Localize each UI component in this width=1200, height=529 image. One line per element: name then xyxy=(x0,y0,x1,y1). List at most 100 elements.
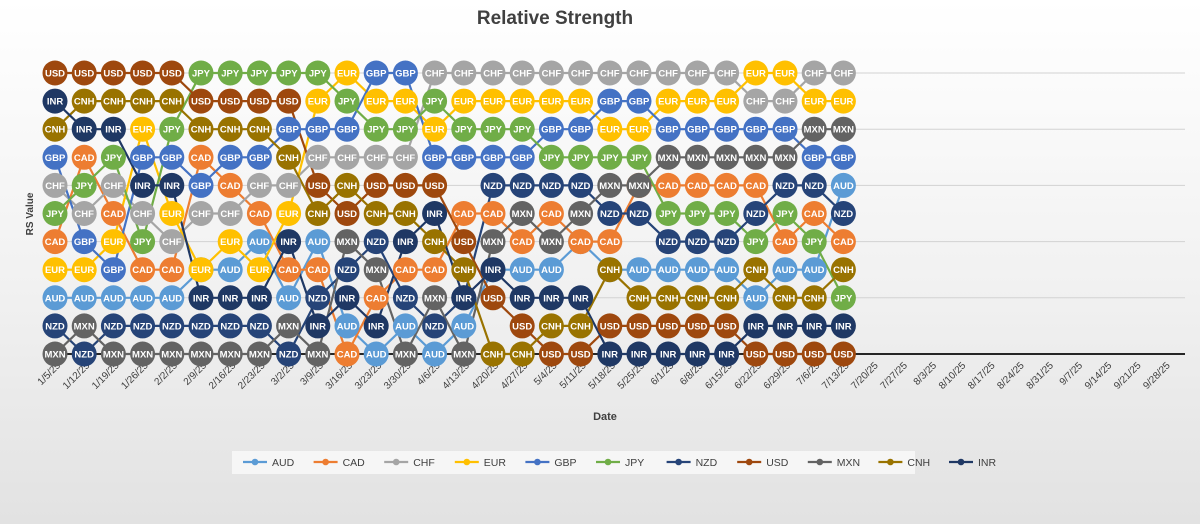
data-point-usd: USD xyxy=(684,313,710,339)
data-label: USD xyxy=(279,97,299,108)
data-point-mxn: MXN xyxy=(334,229,360,255)
data-label: MXN xyxy=(512,209,533,220)
data-point-nzd: NZD xyxy=(100,313,126,339)
data-label: GBP xyxy=(570,125,591,136)
data-label: EUR xyxy=(717,97,737,108)
data-point-gbp: GBP xyxy=(363,60,389,86)
data-label: JPY xyxy=(192,69,211,80)
data-point-chf: CHF xyxy=(305,144,331,170)
data-label: CNH xyxy=(220,125,241,136)
data-label: NZD xyxy=(337,265,357,276)
data-point-eur: EUR xyxy=(246,257,272,283)
data-point-jpy: JPY xyxy=(714,201,740,226)
data-label: NZD xyxy=(104,321,124,332)
data-point-mxn: MXN xyxy=(422,285,448,311)
data-label: NZD xyxy=(834,209,854,220)
x-tick-label: 7/27/25 xyxy=(879,360,911,392)
data-point-jpy: JPY xyxy=(422,88,448,114)
data-point-cad: CAD xyxy=(276,257,302,283)
data-label: MXN xyxy=(395,350,416,361)
data-label: GBP xyxy=(74,237,95,248)
data-point-cnh: CNH xyxy=(246,116,272,142)
data-point-jpy: JPY xyxy=(42,201,68,226)
data-point-chf: CHF xyxy=(246,172,272,198)
data-point-gbp: GBP xyxy=(509,144,535,170)
data-label: NZD xyxy=(746,209,766,220)
data-point-aud: AUD xyxy=(743,285,769,311)
data-label: EUR xyxy=(366,97,386,108)
data-label: CHF xyxy=(688,69,708,80)
data-point-chf: CHF xyxy=(655,60,681,86)
data-label: AUD xyxy=(103,293,124,304)
data-label: MXN xyxy=(336,237,357,248)
data-label: INR xyxy=(689,350,706,361)
data-point-mxn: MXN xyxy=(451,341,477,367)
data-point-chf: CHF xyxy=(363,144,389,170)
data-label: CNH xyxy=(658,293,679,304)
data-label: JPY xyxy=(163,125,182,136)
data-label: CNH xyxy=(103,97,124,108)
data-label: INR xyxy=(426,209,443,220)
data-point-aud: AUD xyxy=(684,257,710,283)
data-point-gbp: GBP xyxy=(655,116,681,142)
data-label: CAD xyxy=(395,265,416,276)
data-label: INR xyxy=(368,321,385,332)
data-label: INR xyxy=(485,265,502,276)
data-label: CHF xyxy=(483,69,503,80)
data-label: CAD xyxy=(249,209,270,220)
data-label: MXN xyxy=(74,321,95,332)
series-line-nzd xyxy=(54,184,845,356)
data-label: GBP xyxy=(249,153,270,164)
data-label: CAD xyxy=(775,237,796,248)
data-point-cnh: CNH xyxy=(509,341,535,367)
data-label: NZD xyxy=(629,209,649,220)
data-label: AUD xyxy=(658,265,679,276)
data-label: AUD xyxy=(366,350,387,361)
data-point-mxn: MXN xyxy=(363,257,389,283)
data-label: EUR xyxy=(337,69,357,80)
data-point-cnh: CNH xyxy=(655,285,681,311)
data-label: GBP xyxy=(220,153,241,164)
data-label: NZD xyxy=(571,181,591,192)
data-point-usd: USD xyxy=(217,88,243,114)
legend-item-eur: EUR xyxy=(454,457,506,469)
data-label: NZD xyxy=(658,237,678,248)
data-point-nzd: NZD xyxy=(684,229,710,255)
data-label: MXN xyxy=(628,181,649,192)
data-point-mxn: MXN xyxy=(772,144,798,170)
data-point-nzd: NZD xyxy=(568,172,594,198)
data-point-inr: INR xyxy=(684,341,710,367)
data-point-aud: AUD xyxy=(801,257,827,283)
data-point-usd: USD xyxy=(130,60,156,86)
data-label: INR xyxy=(397,237,414,248)
data-label: INR xyxy=(164,181,181,192)
data-point-aud: AUD xyxy=(71,285,97,311)
data-point-cad: CAD xyxy=(830,229,856,255)
data-label: EUR xyxy=(103,237,123,248)
data-point-nzd: NZD xyxy=(334,257,360,283)
data-point-gbp: GBP xyxy=(130,144,156,170)
data-label: USD xyxy=(425,181,445,192)
data-point-nzd: NZD xyxy=(188,313,214,339)
data-label: CHF xyxy=(308,153,328,164)
data-label: CNH xyxy=(308,209,329,220)
data-point-inr: INR xyxy=(100,116,126,142)
data-label: USD xyxy=(717,321,737,332)
data-point-aud: AUD xyxy=(305,229,331,255)
data-point-gbp: GBP xyxy=(305,116,331,142)
data-point-cad: CAD xyxy=(217,172,243,198)
data-label: CHF xyxy=(775,97,795,108)
data-point-cad: CAD xyxy=(509,229,535,255)
data-label: CAD xyxy=(600,237,621,248)
data-label: CAD xyxy=(74,153,95,164)
data-label: NZD xyxy=(600,209,620,220)
data-point-eur: EUR xyxy=(130,116,156,142)
data-label: CNH xyxy=(249,125,270,136)
data-label: AUD xyxy=(629,265,650,276)
data-point-cnh: CNH xyxy=(305,201,331,226)
data-label: MXN xyxy=(190,350,211,361)
data-point-inr: INR xyxy=(363,313,389,339)
data-point-usd: USD xyxy=(538,341,564,367)
data-point-usd: USD xyxy=(246,88,272,114)
